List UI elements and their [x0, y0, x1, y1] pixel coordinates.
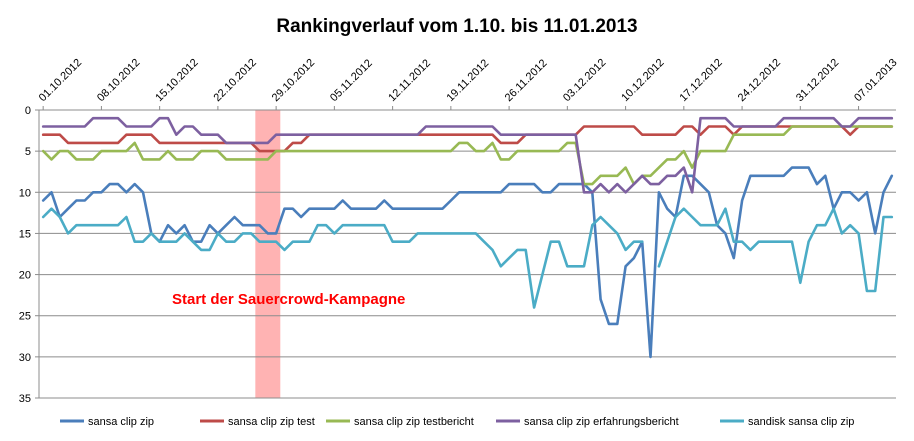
legend-label: sansa clip zip: [88, 416, 154, 428]
campaign-highlight-band: [255, 110, 281, 398]
campaign-annotation: Start der Sauercrowd-Kampagne: [172, 291, 405, 308]
x-tick-label: 26.11.2012: [503, 57, 550, 104]
x-tick-label: 19.11.2012: [444, 57, 491, 104]
legend-label: sansa clip zip testbericht: [354, 416, 474, 428]
legend-label: sandisk sansa clip zip: [748, 416, 854, 428]
y-tick-label: 25: [19, 311, 31, 323]
x-tick-label: 03.12.2012: [561, 57, 608, 104]
series-line: [41, 116, 894, 194]
y-tick-label: 35: [19, 393, 31, 405]
x-tick-label: 15.10.2012: [153, 57, 200, 104]
series-line: [41, 125, 894, 186]
x-tick-label: 29.10.2012: [270, 57, 317, 104]
series-line: [41, 125, 894, 153]
x-tick-label: 07.01.2013: [852, 57, 899, 104]
x-tick-label: 17.12.2012: [677, 57, 724, 104]
x-tick-label: 24.12.2012: [736, 57, 783, 104]
x-tick-label: 05.11.2012: [328, 57, 375, 104]
x-tick-label: 12.11.2012: [386, 57, 433, 104]
legend-label: sansa clip zip erfahrungsbericht: [524, 416, 679, 428]
y-tick-label: 15: [19, 228, 31, 240]
x-tick-label: 22.10.2012: [212, 57, 259, 104]
series-line: [41, 166, 894, 359]
chart-title: Rankingverlauf vom 1.10. bis 11.01.2013: [276, 16, 637, 37]
y-tick-label: 30: [19, 352, 31, 364]
x-tick-label: 31.12.2012: [794, 57, 841, 104]
y-tick-label: 0: [25, 105, 31, 117]
legend-label: sansa clip zip test: [228, 416, 315, 428]
y-tick-label: 20: [19, 270, 31, 282]
x-tick-label: 01.10.2012: [37, 57, 84, 104]
x-tick-label: 08.10.2012: [95, 57, 142, 104]
y-tick-label: 5: [25, 146, 31, 158]
x-tick-label: 10.12.2012: [619, 57, 666, 104]
series-line: [41, 207, 894, 309]
y-tick-label: 10: [19, 187, 31, 199]
